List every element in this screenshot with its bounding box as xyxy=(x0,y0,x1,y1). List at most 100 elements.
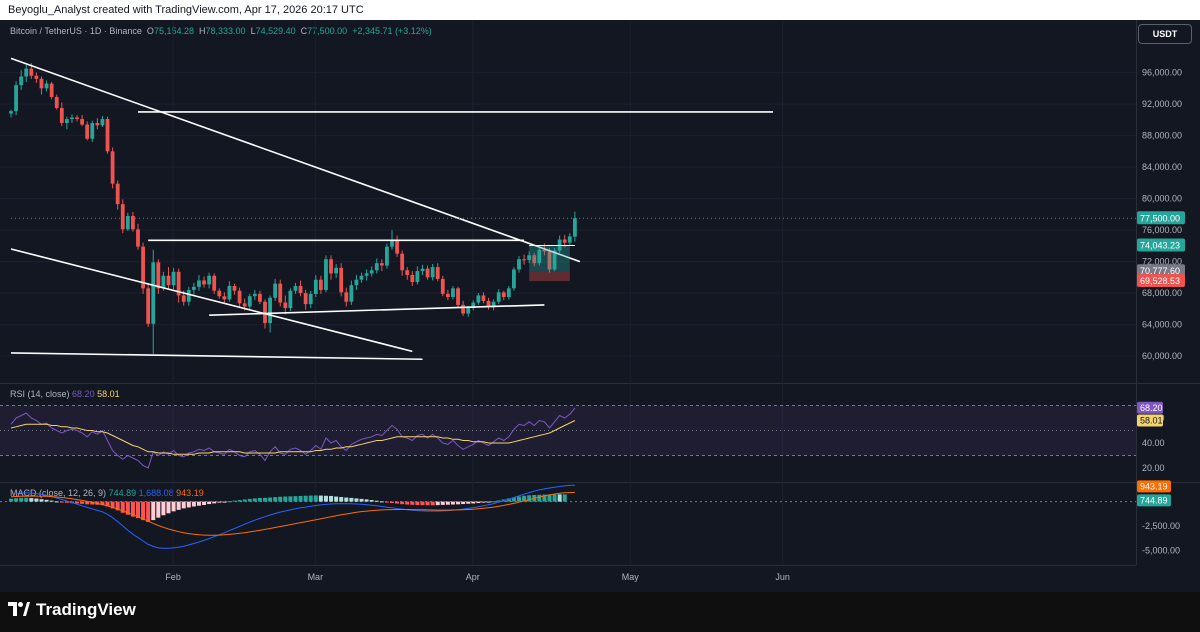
candle-body xyxy=(542,249,547,252)
candle-body xyxy=(318,279,323,290)
macd-histogram-bar xyxy=(90,501,95,505)
macd-histogram-bar xyxy=(400,501,405,505)
tradingview-logo[interactable]: TradingView xyxy=(8,600,136,620)
candle-body xyxy=(186,289,191,302)
candle-body xyxy=(410,274,415,283)
macd-histogram-bar xyxy=(420,501,425,506)
stop-loss-zone xyxy=(529,271,570,282)
candle-body xyxy=(501,292,506,298)
candle-body xyxy=(110,151,115,184)
macd-histogram-bar xyxy=(176,501,181,510)
candle-body xyxy=(278,283,283,303)
macd-histogram-bar xyxy=(202,501,207,506)
macd-histogram-bar xyxy=(517,496,521,502)
macd-histogram-bar xyxy=(222,501,227,503)
symbol-name[interactable]: Bitcoin / TetherUS · 1D · Binance xyxy=(10,26,142,36)
macd-histogram-bar xyxy=(425,501,430,506)
candle-body xyxy=(181,295,186,302)
macd-histogram-bar xyxy=(486,501,491,503)
macd-histogram-bar xyxy=(288,496,293,502)
candle-body xyxy=(552,250,557,270)
price-chart[interactable]: 96,000.00 92,000.00 88,000.00 84,000.00 80,0… xyxy=(0,0,1200,592)
price-tick-label: 96,000.00 xyxy=(1142,68,1182,78)
price-tick-label: 64,000.00 xyxy=(1142,320,1182,330)
candle-body xyxy=(136,229,140,247)
currency-button[interactable]: USDT xyxy=(1138,24,1192,44)
rsi-label: RSI (14, close) xyxy=(10,389,70,399)
macd-histogram-bar xyxy=(415,501,420,506)
candle-body xyxy=(461,304,466,314)
macd-histogram-bar xyxy=(532,494,537,502)
candle-body xyxy=(242,303,247,307)
macd-histogram-bar xyxy=(445,501,450,505)
candle-body xyxy=(125,215,130,230)
candle-body xyxy=(207,275,212,285)
candle-body xyxy=(217,290,222,297)
candle-body xyxy=(105,119,110,152)
macd-histogram-bar xyxy=(552,494,557,502)
macd-histogram-bar xyxy=(171,501,176,512)
macd-histogram-bar xyxy=(313,495,318,502)
macd-histogram-bar xyxy=(59,501,64,503)
price-label-badge xyxy=(1137,211,1185,225)
macd-histogram-bar xyxy=(323,495,328,502)
candle-body xyxy=(39,78,44,89)
candle-body xyxy=(344,292,349,302)
take-profit-zone xyxy=(529,245,570,272)
candle-body xyxy=(80,119,85,125)
macd-histogram-bar xyxy=(39,499,44,502)
macd-histogram-bar xyxy=(237,500,242,502)
macd-histogram-bar xyxy=(308,495,313,502)
macd-histogram-bar xyxy=(120,501,125,513)
candle-body xyxy=(512,269,516,289)
low-label: L xyxy=(250,26,256,36)
candle-body xyxy=(90,122,95,139)
macd-histogram-bar xyxy=(395,501,400,504)
macd-histogram-bar xyxy=(217,501,222,503)
price-label-badge xyxy=(1137,238,1185,252)
price-label-badge xyxy=(1137,264,1185,278)
candle-body xyxy=(120,204,125,230)
macd-histogram-bar xyxy=(303,495,308,502)
candle-body xyxy=(451,288,455,298)
candle-body xyxy=(14,85,18,112)
candle-body xyxy=(19,76,24,86)
candle-body xyxy=(481,295,486,301)
candle-body xyxy=(283,302,288,309)
candle-body xyxy=(308,293,313,305)
rsi-axis-badge xyxy=(1137,401,1163,414)
macd-histogram-bar xyxy=(232,500,237,502)
candle-body xyxy=(24,68,29,77)
time-tick-label: Apr xyxy=(466,572,480,582)
candle-body xyxy=(476,295,481,303)
macd-histogram-bar xyxy=(471,501,476,504)
candle-body xyxy=(44,83,49,89)
rsi-ma-value: 58.01 xyxy=(97,389,120,399)
candle-body xyxy=(237,290,242,304)
macd-histogram-bar xyxy=(450,501,455,505)
macd-histogram-bar xyxy=(80,501,85,504)
low-value: 74,529.40 xyxy=(255,26,296,36)
macd-histogram-bar xyxy=(136,501,140,519)
macd-histogram-bar xyxy=(359,498,364,502)
candle-body xyxy=(329,259,333,274)
macd-histogram-bar xyxy=(522,495,527,502)
candle-body xyxy=(156,262,161,289)
candle-body xyxy=(49,83,54,97)
candle-body xyxy=(354,279,359,286)
macd-histogram-bar xyxy=(390,501,394,503)
macd-histogram-bar xyxy=(146,501,151,523)
candle-body xyxy=(247,296,252,307)
candle-body xyxy=(151,262,156,324)
macd-line-value: 1,688.08 xyxy=(138,488,174,498)
macd-histogram-bar xyxy=(186,501,191,508)
macd-legend[interactable]: MACD (close, 12, 26, 9) 744.89 1,688.08 … xyxy=(10,488,204,498)
price-tick-label: 72,000.00 xyxy=(1142,257,1182,267)
macd-histogram-bar xyxy=(141,501,146,521)
macd-histogram-bar xyxy=(344,497,349,502)
macd-histogram-bar xyxy=(354,498,359,502)
price-label-text: 69,528.53 xyxy=(1140,276,1180,286)
rsi-tick-label: 20.00 xyxy=(1142,463,1165,473)
candle-body xyxy=(339,267,344,293)
rsi-legend[interactable]: RSI (14, close) 68.20 58.01 xyxy=(10,389,120,399)
